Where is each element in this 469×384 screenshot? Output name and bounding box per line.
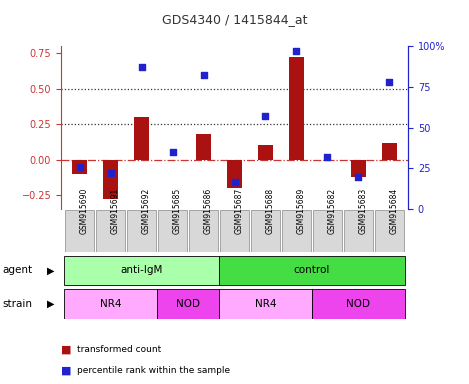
Point bbox=[76, 164, 83, 170]
FancyBboxPatch shape bbox=[250, 210, 280, 252]
Point bbox=[262, 113, 269, 119]
FancyBboxPatch shape bbox=[158, 210, 188, 252]
Text: GSM915684: GSM915684 bbox=[389, 188, 399, 234]
Text: GSM915687: GSM915687 bbox=[234, 188, 243, 234]
Text: GSM915688: GSM915688 bbox=[265, 188, 274, 234]
Text: agent: agent bbox=[2, 265, 32, 275]
Point bbox=[169, 149, 176, 155]
Text: GSM915691: GSM915691 bbox=[111, 188, 120, 234]
Bar bbox=[103, 160, 118, 199]
Point bbox=[231, 179, 238, 185]
FancyBboxPatch shape bbox=[64, 289, 157, 319]
Point bbox=[200, 73, 207, 79]
Text: GSM915682: GSM915682 bbox=[327, 188, 336, 234]
Bar bbox=[382, 142, 397, 160]
Text: transformed count: transformed count bbox=[77, 345, 162, 354]
Text: GSM915692: GSM915692 bbox=[142, 188, 151, 234]
Bar bbox=[320, 160, 335, 161]
Bar bbox=[227, 160, 242, 188]
Bar bbox=[72, 160, 87, 174]
Bar bbox=[351, 160, 366, 177]
Text: NR4: NR4 bbox=[100, 299, 121, 309]
FancyBboxPatch shape bbox=[281, 210, 311, 252]
Point bbox=[107, 170, 114, 177]
Text: GSM915685: GSM915685 bbox=[173, 188, 182, 234]
FancyBboxPatch shape bbox=[65, 210, 94, 252]
Text: GSM915683: GSM915683 bbox=[358, 188, 367, 234]
Point bbox=[355, 174, 362, 180]
FancyBboxPatch shape bbox=[219, 255, 405, 285]
Text: ■: ■ bbox=[61, 366, 71, 376]
Text: NOD: NOD bbox=[176, 299, 200, 309]
FancyBboxPatch shape bbox=[64, 255, 219, 285]
FancyBboxPatch shape bbox=[312, 289, 405, 319]
FancyBboxPatch shape bbox=[96, 210, 125, 252]
Text: GSM915690: GSM915690 bbox=[80, 188, 89, 234]
Point bbox=[293, 48, 300, 54]
Text: NR4: NR4 bbox=[255, 299, 276, 309]
Text: strain: strain bbox=[2, 299, 32, 309]
FancyBboxPatch shape bbox=[219, 210, 250, 252]
Bar bbox=[289, 58, 304, 160]
Text: ■: ■ bbox=[61, 344, 71, 354]
Point bbox=[138, 64, 145, 70]
Text: GSM915686: GSM915686 bbox=[204, 188, 212, 234]
Text: anti-IgM: anti-IgM bbox=[121, 265, 163, 275]
FancyBboxPatch shape bbox=[375, 210, 404, 252]
Bar bbox=[258, 146, 273, 160]
Bar bbox=[196, 134, 211, 160]
Bar bbox=[134, 117, 149, 160]
Text: GSM915689: GSM915689 bbox=[296, 188, 305, 234]
Point bbox=[324, 154, 331, 160]
Bar bbox=[165, 160, 180, 161]
Text: ▶: ▶ bbox=[47, 265, 54, 275]
Text: ▶: ▶ bbox=[47, 299, 54, 309]
Point bbox=[386, 79, 393, 85]
FancyBboxPatch shape bbox=[127, 210, 156, 252]
FancyBboxPatch shape bbox=[344, 210, 373, 252]
FancyBboxPatch shape bbox=[157, 289, 219, 319]
FancyBboxPatch shape bbox=[312, 210, 342, 252]
FancyBboxPatch shape bbox=[189, 210, 219, 252]
Text: GDS4340 / 1415844_at: GDS4340 / 1415844_at bbox=[162, 13, 307, 26]
Text: control: control bbox=[294, 265, 330, 275]
Text: percentile rank within the sample: percentile rank within the sample bbox=[77, 366, 230, 375]
FancyBboxPatch shape bbox=[219, 289, 312, 319]
Text: NOD: NOD bbox=[347, 299, 371, 309]
